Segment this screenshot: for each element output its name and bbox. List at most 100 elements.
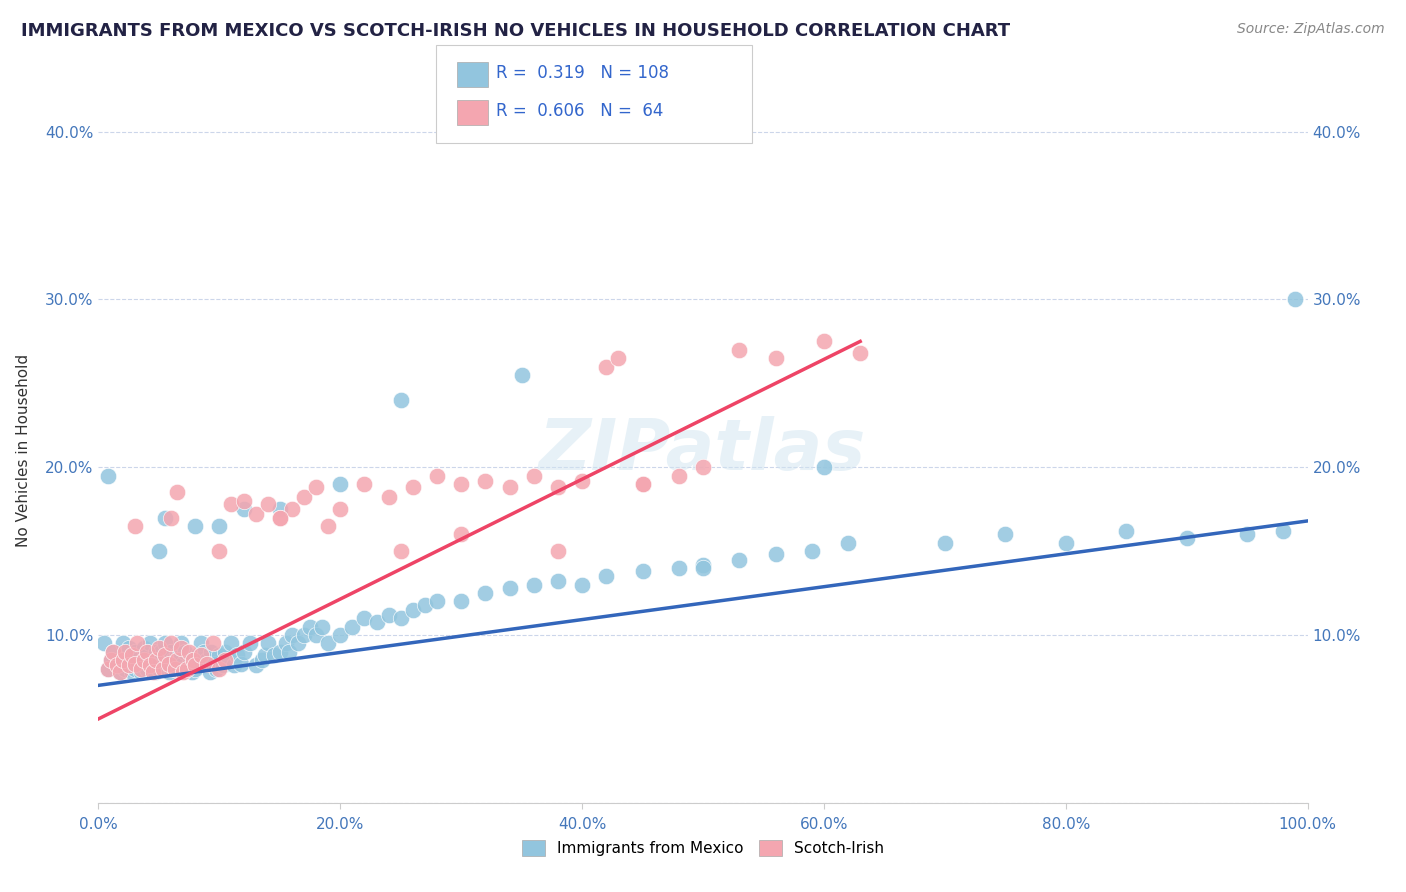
Point xyxy=(127,658,149,673)
Point xyxy=(232,493,254,508)
Point xyxy=(169,653,191,667)
Point xyxy=(93,636,115,650)
Y-axis label: No Vehicles in Household: No Vehicles in Household xyxy=(17,354,31,547)
Point xyxy=(195,653,218,667)
Point xyxy=(166,662,188,676)
Point xyxy=(156,657,179,671)
Point xyxy=(353,477,375,491)
Point xyxy=(153,510,176,524)
Point xyxy=(135,662,157,676)
Point xyxy=(1175,531,1198,545)
Point xyxy=(311,620,333,634)
Point xyxy=(212,658,235,673)
Point xyxy=(129,665,152,679)
Point xyxy=(143,665,166,679)
Point xyxy=(148,662,170,676)
Point xyxy=(118,641,141,656)
Point xyxy=(100,653,122,667)
Text: Source: ZipAtlas.com: Source: ZipAtlas.com xyxy=(1237,22,1385,37)
Point xyxy=(595,359,617,374)
Point xyxy=(222,658,245,673)
Point xyxy=(97,662,120,676)
Point xyxy=(1115,524,1137,538)
Point xyxy=(198,665,221,679)
Point xyxy=(135,648,157,662)
Point xyxy=(208,648,231,662)
Point xyxy=(138,657,160,671)
Point xyxy=(413,598,436,612)
Point xyxy=(184,662,207,676)
Point xyxy=(389,393,412,408)
Point xyxy=(127,636,149,650)
Point xyxy=(250,653,273,667)
Point xyxy=(692,561,714,575)
Point xyxy=(181,653,204,667)
Point xyxy=(353,611,375,625)
Point xyxy=(152,658,174,673)
Point xyxy=(692,558,714,572)
Point xyxy=(160,636,183,650)
Point xyxy=(692,460,714,475)
Point xyxy=(127,653,149,667)
Point xyxy=(111,657,134,671)
Point xyxy=(114,662,136,676)
Point xyxy=(595,569,617,583)
Point xyxy=(142,662,165,676)
Point xyxy=(571,577,593,591)
Point xyxy=(208,544,231,558)
Point xyxy=(124,657,146,671)
Point xyxy=(269,502,291,516)
Point xyxy=(121,648,143,662)
Point xyxy=(124,662,146,676)
Point xyxy=(176,662,198,676)
Point xyxy=(100,653,122,667)
Point xyxy=(800,544,823,558)
Point xyxy=(139,636,162,650)
Point xyxy=(101,645,124,659)
Point xyxy=(377,607,399,622)
Point xyxy=(174,645,197,659)
Point xyxy=(631,564,654,578)
Point xyxy=(218,653,240,667)
Point xyxy=(157,665,180,679)
Point xyxy=(166,653,188,667)
Point xyxy=(232,645,254,659)
Point xyxy=(994,527,1017,541)
Point xyxy=(329,502,352,516)
Point xyxy=(179,645,201,659)
Point xyxy=(329,477,352,491)
Point xyxy=(153,648,176,662)
Point xyxy=(402,603,425,617)
Point xyxy=(316,636,339,650)
Point xyxy=(631,477,654,491)
Point xyxy=(134,641,156,656)
Point xyxy=(184,658,207,673)
Point xyxy=(402,480,425,494)
Point xyxy=(169,636,191,650)
Point xyxy=(166,648,188,662)
Point xyxy=(316,519,339,533)
Point xyxy=(229,657,252,671)
Point xyxy=(208,662,231,676)
Point xyxy=(152,662,174,676)
Point xyxy=(105,658,128,673)
Point xyxy=(571,474,593,488)
Point xyxy=(329,628,352,642)
Point xyxy=(269,510,291,524)
Point xyxy=(765,351,787,366)
Point xyxy=(187,657,209,671)
Point xyxy=(194,658,217,673)
Point xyxy=(172,662,194,676)
Point xyxy=(145,645,167,659)
Point xyxy=(190,648,212,662)
Point xyxy=(305,628,328,642)
Point xyxy=(366,615,388,629)
Point xyxy=(124,519,146,533)
Point xyxy=(299,620,322,634)
Point xyxy=(108,665,131,679)
Point xyxy=(134,653,156,667)
Point xyxy=(474,586,496,600)
Point xyxy=(474,474,496,488)
Point xyxy=(254,648,277,662)
Point xyxy=(163,658,186,673)
